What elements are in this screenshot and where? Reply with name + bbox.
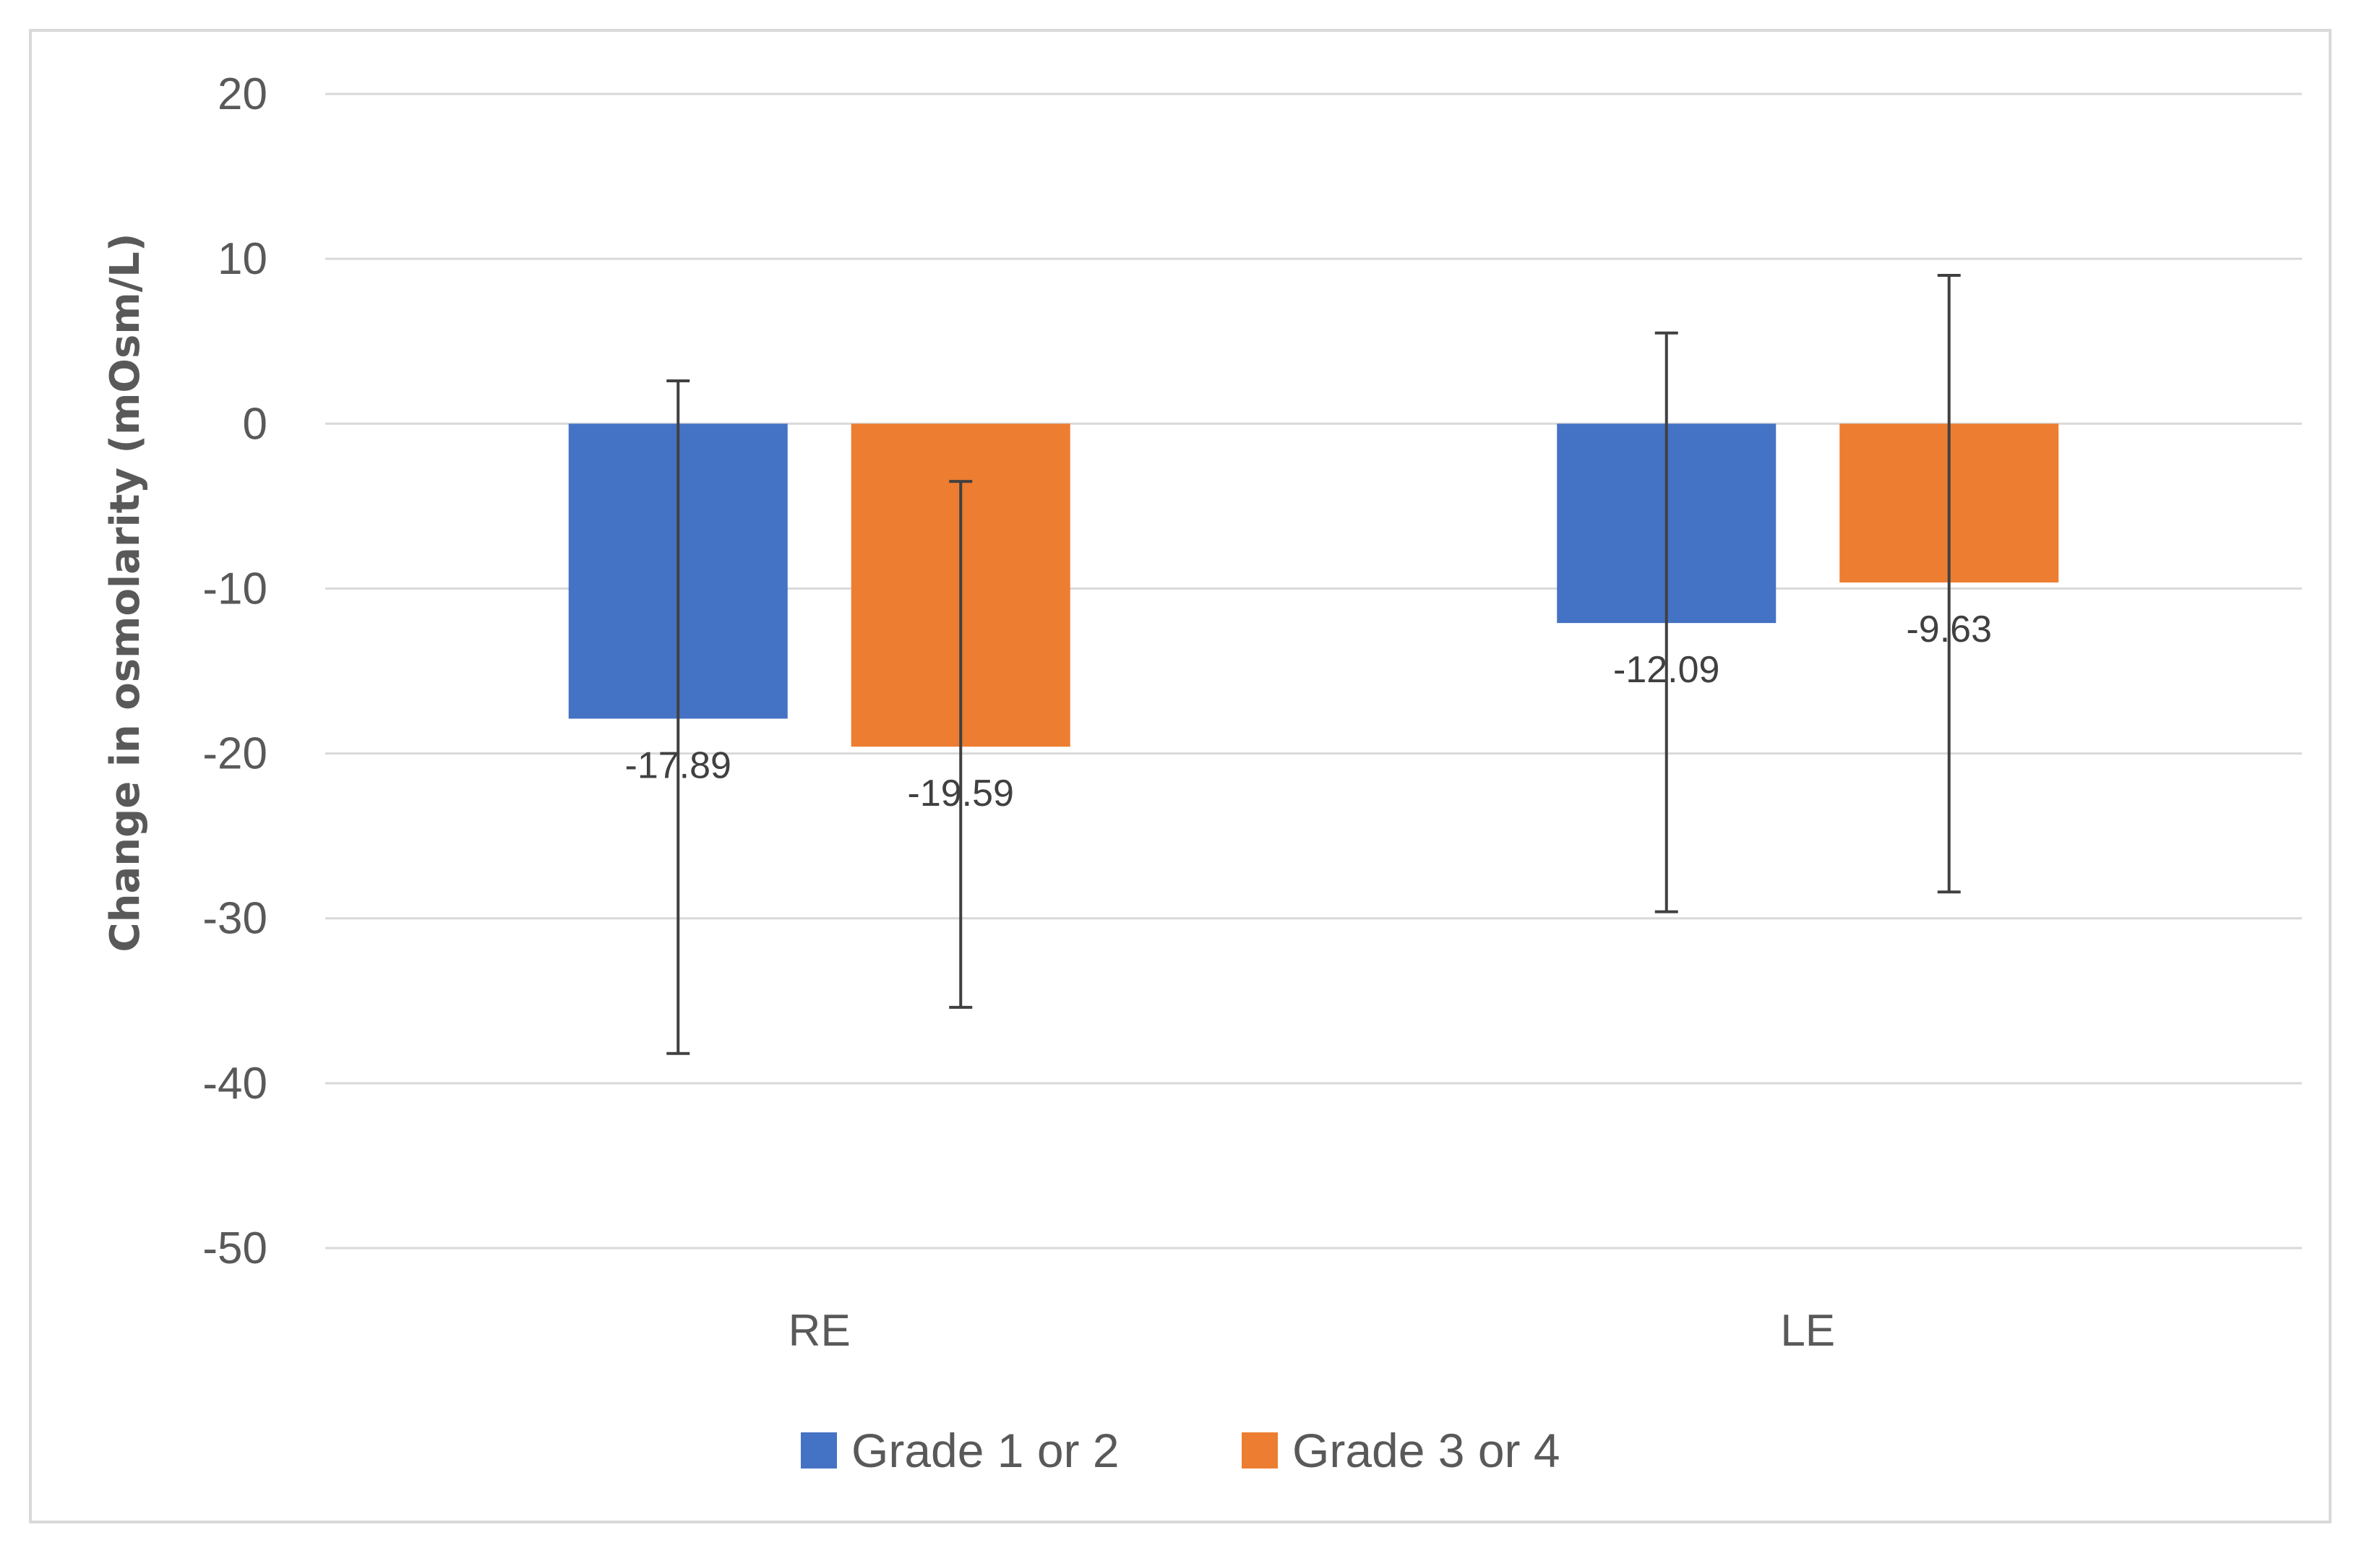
y-axis-title: Change in osmolarity (mOsm/L) bbox=[102, 233, 149, 952]
error-bar bbox=[1654, 331, 1678, 913]
gridlines bbox=[325, 93, 2302, 1250]
data-label: -12.09 bbox=[1613, 649, 1719, 691]
data-label: -17.89 bbox=[625, 744, 731, 786]
error-bar bbox=[666, 379, 690, 1055]
y-tick-label: 10 bbox=[218, 234, 267, 284]
y-axis-tick-labels: 20 10 0 -10 -20 -30 -40 -50 bbox=[202, 69, 267, 1273]
y-tick-label: -40 bbox=[202, 1059, 267, 1109]
error-bar bbox=[949, 480, 973, 1009]
legend-swatch bbox=[801, 1432, 837, 1468]
data-label: -9.63 bbox=[1906, 609, 1992, 650]
error-bar bbox=[1937, 273, 1961, 894]
y-tick-label: 0 bbox=[243, 399, 267, 449]
legend-label: Grade 1 or 2 bbox=[851, 1424, 1120, 1477]
legend: Grade 1 or 2 Grade 3 or 4 bbox=[801, 1424, 1560, 1477]
y-tick-label: -30 bbox=[202, 894, 267, 944]
x-category-label-le: LE bbox=[1780, 1306, 1835, 1356]
data-label: -19.59 bbox=[908, 773, 1014, 814]
error-bars bbox=[666, 273, 1961, 1055]
data-labels: -17.89 -19.59 -12.09 -9.63 bbox=[625, 609, 1992, 814]
legend-item: Grade 3 or 4 bbox=[1242, 1424, 1560, 1477]
x-category-label-re: RE bbox=[789, 1306, 851, 1356]
legend-swatch bbox=[1242, 1432, 1278, 1468]
x-axis-category-labels: RE LE bbox=[789, 1306, 1835, 1356]
bars bbox=[568, 423, 2059, 747]
y-tick-label: -50 bbox=[202, 1224, 267, 1273]
legend-label: Grade 3 or 4 bbox=[1292, 1424, 1560, 1477]
y-tick-label: 20 bbox=[218, 69, 267, 119]
legend-item: Grade 1 or 2 bbox=[801, 1424, 1120, 1477]
y-tick-label: -10 bbox=[202, 564, 267, 614]
y-tick-label: -20 bbox=[202, 729, 267, 779]
